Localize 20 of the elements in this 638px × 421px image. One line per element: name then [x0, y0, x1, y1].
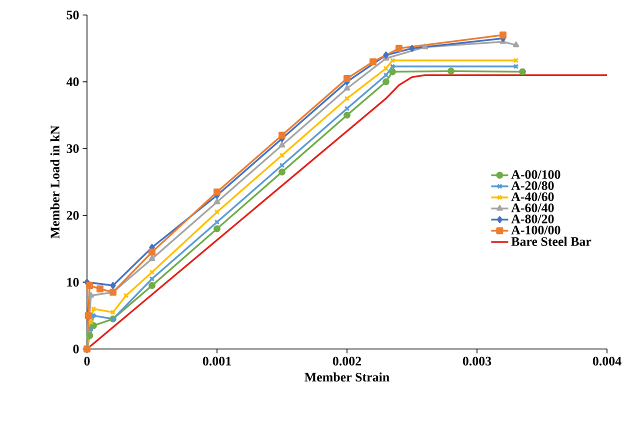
y-tick-label: 40	[66, 77, 79, 86]
y-tick-label: 0	[73, 344, 79, 354]
legend-label: A-00/100	[511, 170, 560, 179]
legend-label: A-20/80	[511, 181, 554, 190]
legend-label: A-100/00	[511, 226, 560, 234]
legend-label: A-80/20	[511, 214, 554, 224]
x-tick-label: 0.004	[592, 356, 622, 366]
y-tick-label: 50	[66, 10, 79, 20]
legend-label: A-60/40	[511, 203, 554, 212]
y-tick-label: 10	[67, 278, 79, 287]
x-tick-label: 0.003	[462, 356, 492, 366]
y-axis-title: Member Load in kN	[50, 126, 60, 238]
x-tick-label: 0	[84, 356, 90, 366]
x-tick-label: 0.001	[202, 356, 231, 366]
x-axis-title: Member Strain	[304, 372, 390, 382]
y-tick-label: 30	[66, 144, 79, 153]
legend-label: A-40/60	[511, 192, 554, 202]
x-tick-label: 0.002	[332, 356, 362, 366]
y-tick-label: 20	[66, 211, 79, 220]
legend-label: Bare Steel Bar	[511, 236, 592, 246]
